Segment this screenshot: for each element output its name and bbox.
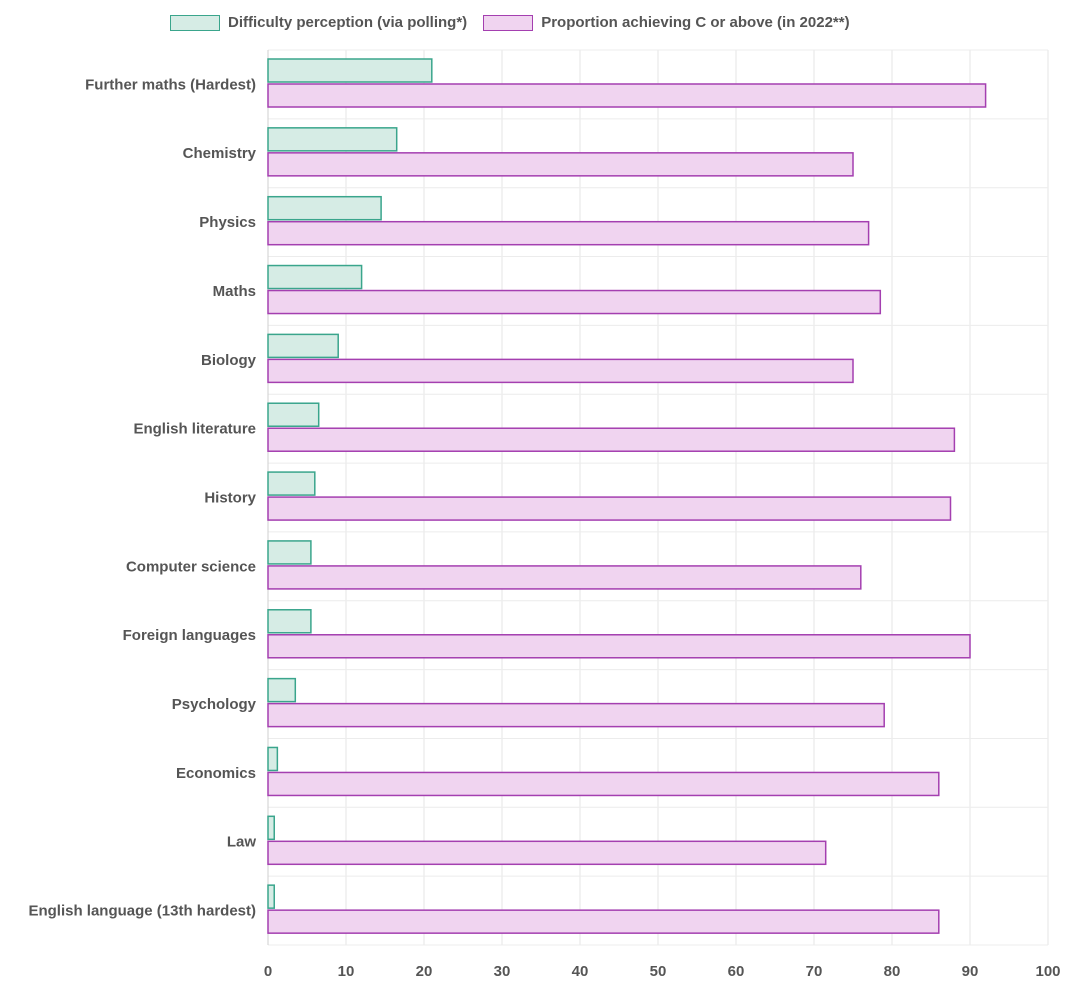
- category-label: Psychology: [172, 696, 257, 713]
- legend-label-difficulty: Difficulty perception (via polling*): [228, 14, 468, 31]
- category-label: Maths: [213, 283, 256, 300]
- bar-proportion: [267, 771, 940, 797]
- bar-difficulty: [267, 471, 316, 496]
- category-label: Further maths (Hardest): [85, 76, 256, 93]
- x-tick-label: 80: [884, 963, 901, 980]
- bar-difficulty: [267, 884, 275, 909]
- legend: Difficulty perception (via polling*) Pro…: [170, 14, 856, 31]
- category-label: Foreign languages: [123, 627, 256, 644]
- bar-proportion: [267, 427, 956, 452]
- bar-proportion: [267, 565, 862, 590]
- legend-swatch-proportion: [483, 14, 534, 31]
- bar-difficulty: [267, 127, 398, 152]
- bar-difficulty: [267, 333, 339, 359]
- x-tick-label: 90: [962, 963, 979, 980]
- legend-item-proportion[interactable]: Proportion achieving C or above (in 2022…: [483, 14, 850, 31]
- bar-difficulty: [267, 264, 363, 290]
- bar-proportion: [267, 152, 854, 177]
- bar-proportion: [267, 909, 940, 934]
- bar-difficulty: [267, 815, 275, 841]
- category-label: Computer science: [126, 558, 256, 575]
- bar-difficulty: [267, 746, 279, 772]
- x-tick-label: 40: [572, 963, 589, 980]
- legend-label-proportion: Proportion achieving C or above (in 2022…: [541, 14, 850, 31]
- legend-item-difficulty[interactable]: Difficulty perception (via polling*): [170, 14, 467, 31]
- category-label: Economics: [176, 765, 256, 782]
- bar-proportion: [267, 289, 882, 315]
- bar-difficulty: [267, 195, 382, 221]
- category-label: English language (13th hardest): [28, 903, 256, 920]
- category-label: Physics: [199, 214, 256, 231]
- bar-difficulty: [267, 58, 433, 83]
- category-label: History: [204, 489, 256, 506]
- bar-difficulty: [267, 402, 320, 427]
- legend-swatch-difficulty: [170, 14, 220, 31]
- bar-proportion: [267, 634, 971, 659]
- x-tick-label: 10: [338, 963, 355, 980]
- bar-proportion: [267, 83, 987, 108]
- x-tick-label: 20: [416, 963, 433, 980]
- category-label: Law: [227, 834, 257, 851]
- bar-proportion: [267, 220, 870, 246]
- bar-proportion: [267, 840, 827, 866]
- x-tick-label: 50: [650, 963, 667, 980]
- x-tick-label: 70: [806, 963, 823, 980]
- category-label: Biology: [201, 352, 257, 369]
- bar-proportion: [267, 702, 885, 728]
- category-label: Chemistry: [183, 145, 257, 162]
- category-label: English literature: [133, 421, 256, 438]
- bar-difficulty: [267, 677, 297, 703]
- x-tick-label: 0: [264, 963, 272, 980]
- bar-difficulty: [267, 609, 312, 634]
- x-tick-label: 100: [1035, 963, 1060, 980]
- bar-difficulty: [267, 540, 312, 565]
- bar-proportion: [267, 496, 952, 521]
- bar-proportion: [267, 358, 854, 384]
- x-tick-label: 30: [494, 963, 511, 980]
- x-tick-label: 60: [728, 963, 745, 980]
